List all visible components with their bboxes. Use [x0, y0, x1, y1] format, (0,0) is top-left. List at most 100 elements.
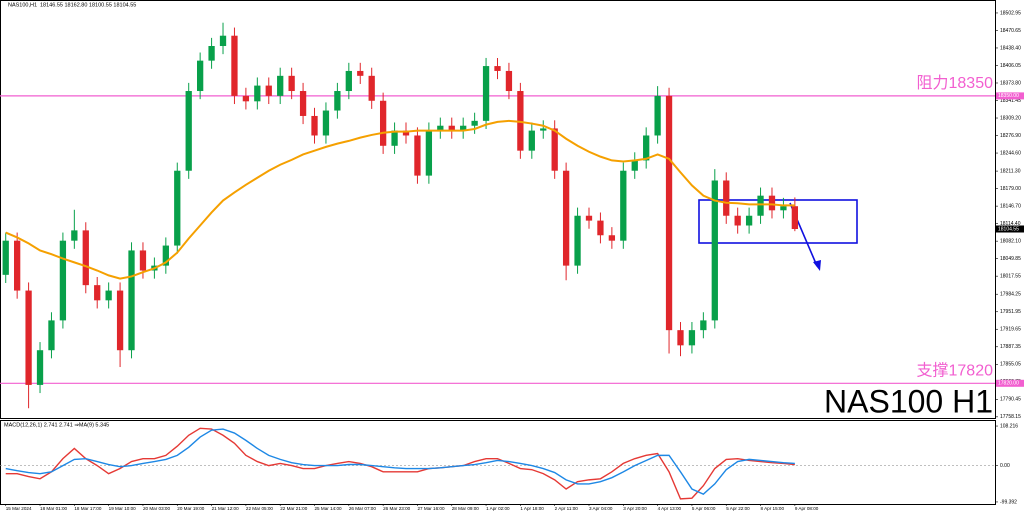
current-price-label: 18104.55 — [998, 226, 1019, 232]
candle-body — [14, 240, 21, 291]
y-tick-label: 18017.55 — [1000, 273, 1021, 279]
symbol-title: NAS100,H1 — [8, 2, 37, 8]
macd-frame — [0, 420, 996, 505]
candle-body — [265, 85, 272, 96]
x-tick-label: 8 Apr 15:00 — [761, 506, 785, 511]
y-tick-label: 18309.20 — [1000, 115, 1021, 121]
x-tick-label: 2 Apr 11:00 — [555, 506, 579, 511]
x-tick-label: 19 Mar 10:00 — [109, 506, 137, 511]
candle-body — [482, 66, 490, 121]
candle-body — [357, 70, 364, 76]
y-tick-label: 17855.05 — [1000, 362, 1021, 368]
y-tick-label: 18406.05 — [1000, 63, 1021, 69]
x-tick-label: 18 Mar 01:00 — [40, 506, 68, 511]
candle-body — [174, 170, 181, 246]
range-box — [698, 199, 858, 244]
x-tick-label: 22 Mar 21:00 — [280, 506, 308, 511]
y-tick-label: 17951.95 — [1000, 309, 1021, 315]
candle-body — [494, 66, 501, 71]
candle-body — [368, 75, 375, 101]
candle-body — [551, 128, 558, 171]
x-tick-label: 3 Apr 20:00 — [623, 506, 647, 511]
x-tick-label: 5 Apr 06:00 — [692, 506, 716, 511]
candle-body — [448, 125, 455, 131]
level-label: 支撑17820 — [917, 362, 994, 380]
candle-body — [768, 195, 776, 211]
candle-body — [517, 91, 524, 151]
candle-body — [505, 70, 513, 92]
candle-body — [585, 215, 593, 221]
series-line — [5, 428, 795, 495]
candle-body — [128, 250, 135, 351]
candle-body — [82, 230, 89, 286]
main-frame — [0, 0, 996, 419]
x-tick-label: 1 Apr 02:00 — [486, 506, 510, 511]
candle-body — [597, 220, 604, 236]
candle-body — [460, 125, 467, 131]
candle-body — [379, 100, 387, 146]
candle-body — [196, 60, 204, 92]
level-price-label: 18350.00 — [998, 93, 1019, 99]
y-tick-label: 18470.65 — [1000, 28, 1021, 34]
candle-body — [631, 160, 638, 171]
y-tick-label: 18341.45 — [1000, 98, 1021, 104]
y-tick-label: 18502.95 — [1000, 10, 1021, 16]
candle-body — [471, 120, 478, 126]
candle-body — [677, 330, 684, 346]
candle-body — [437, 125, 444, 131]
candle-body — [528, 130, 535, 151]
candle-body — [59, 240, 67, 321]
candle-body — [322, 110, 330, 136]
candle-body — [620, 170, 627, 241]
macd-title: MACD(12,26,1) 2.741 2.741 ⇒MA(9) 5.345 — [4, 422, 109, 428]
chart-annotation: NAS100 H1 — [824, 383, 993, 419]
candle-body — [299, 91, 307, 116]
candle-body — [311, 115, 318, 136]
candle-body — [688, 330, 696, 346]
y-tick-label: 18049.85 — [1000, 256, 1021, 262]
candle-body — [700, 320, 707, 331]
candle-body — [242, 95, 250, 102]
y-tick-label: 18438.40 — [1000, 45, 1021, 51]
candle-body — [723, 180, 730, 216]
y-tick-label: 18276.90 — [1000, 133, 1021, 139]
candle-body — [391, 130, 398, 146]
y-tick-label: 108.216 — [1000, 423, 1018, 429]
y-tick-label: 18179.00 — [1000, 186, 1021, 192]
y-tick-label: 18146.70 — [1000, 203, 1021, 209]
candle-body — [734, 215, 741, 226]
candle-body — [745, 215, 753, 226]
candle-body — [105, 290, 112, 301]
candle-body — [71, 230, 78, 241]
y-tick-label: 18082.10 — [1000, 238, 1021, 244]
arrow-head — [813, 260, 821, 271]
series-line — [5, 427, 795, 500]
candle-body — [608, 235, 616, 241]
x-tick-label: 26 Mar 07:00 — [349, 506, 377, 511]
candle-body — [414, 135, 421, 176]
candle-body — [780, 206, 787, 211]
candle-body — [654, 95, 661, 136]
x-tick-label: 20 Mar 03:00 — [143, 506, 171, 511]
y-tick-label: 0.00 — [1000, 463, 1010, 469]
y-tick-label: 17790.45 — [1000, 397, 1021, 403]
last-bar-values: 18146.55 18162.80 18100.55 18104.55 — [40, 2, 136, 8]
candle-body — [185, 91, 192, 171]
y-tick-label: 17887.35 — [1000, 344, 1021, 350]
x-tick-label: 1 Apr 18:00 — [520, 506, 544, 511]
candle-body — [2, 240, 9, 275]
candle-body — [36, 350, 44, 385]
candle-body — [288, 75, 295, 92]
x-tick-label: 9 Apr 08:00 — [795, 506, 819, 511]
y-tick-label: 17984.25 — [1000, 292, 1021, 298]
y-tick-label: -99.392 — [1000, 499, 1017, 505]
level-price-box — [996, 92, 1024, 100]
level-price-box — [996, 379, 1024, 387]
x-tick-label: 20 Mar 19:00 — [177, 506, 205, 511]
candle-body — [643, 135, 650, 161]
candle-body — [219, 35, 227, 47]
candle-body — [665, 95, 673, 331]
candle-body — [94, 285, 101, 301]
x-tick-label: 25 Mar 14:00 — [315, 506, 343, 511]
